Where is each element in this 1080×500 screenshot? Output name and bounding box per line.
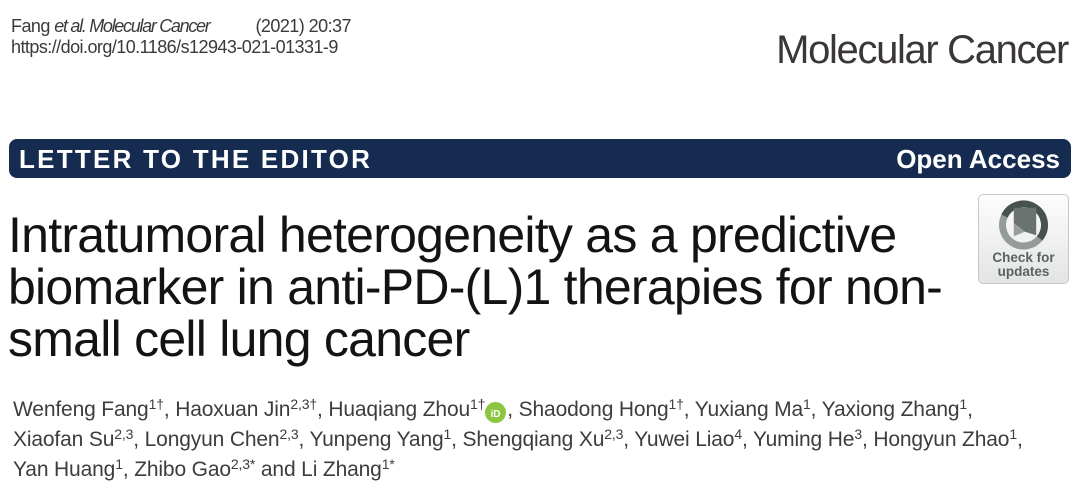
svg-text:iD: iD <box>491 409 501 420</box>
